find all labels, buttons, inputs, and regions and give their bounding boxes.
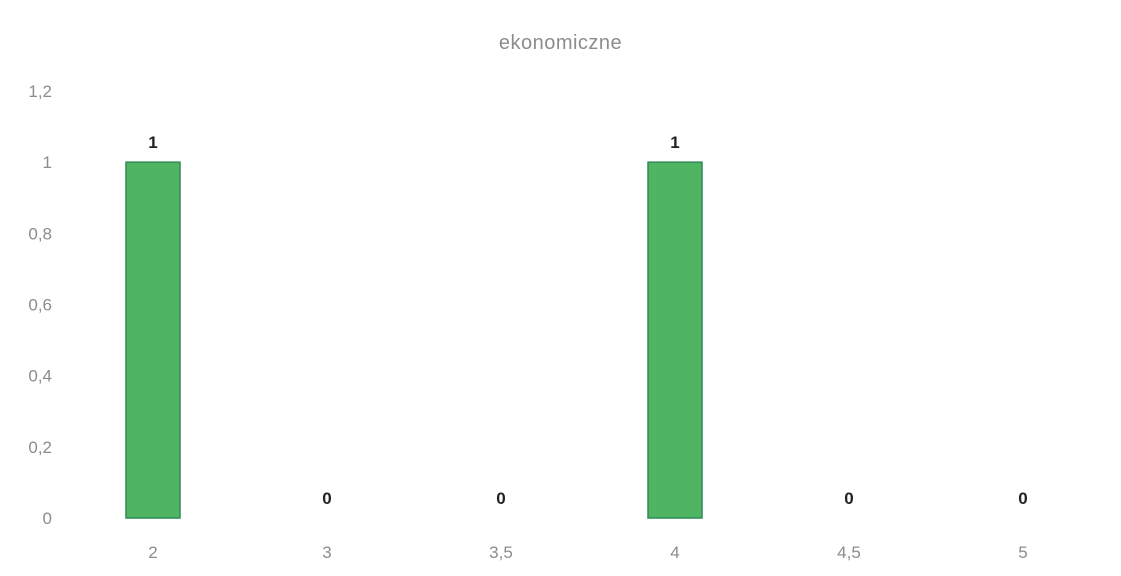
bar: [125, 161, 181, 519]
data-label: 1: [148, 133, 157, 152]
y-tick-label: 0,6: [28, 296, 52, 315]
y-tick-label: 0,4: [28, 367, 52, 386]
y-tick-label: 0: [43, 509, 52, 528]
y-tick-label: 0,8: [28, 224, 52, 243]
data-label: 0: [844, 489, 853, 508]
x-tick-label: 3,5: [489, 543, 513, 562]
chart-title: ekonomiczne: [498, 32, 623, 54]
y-tick-label: 1: [43, 153, 52, 172]
data-label: 0: [496, 489, 505, 508]
bar: [647, 161, 703, 519]
data-label: 1: [670, 133, 679, 152]
x-tick-label: 5: [1018, 543, 1027, 562]
x-tick-label: 2: [148, 543, 157, 562]
x-tick-label: 3: [322, 543, 331, 562]
y-tick-label: 1,2: [28, 82, 52, 101]
x-tick-label: 4: [670, 543, 679, 562]
y-tick-label: 0,2: [28, 438, 52, 457]
data-label: 0: [322, 489, 331, 508]
data-label: 0: [1018, 489, 1027, 508]
x-tick-label: 4,5: [837, 543, 861, 562]
